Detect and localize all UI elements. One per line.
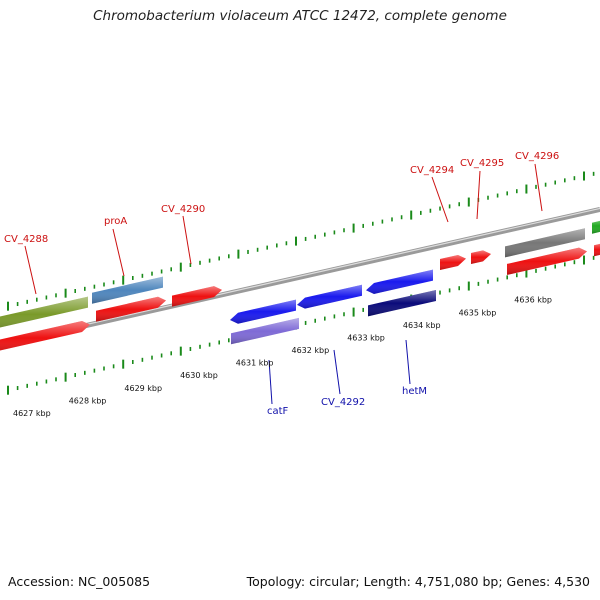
kbp-label: 4635 kbp bbox=[459, 308, 497, 317]
kbp-label: 4631 kbp bbox=[236, 359, 274, 368]
top-label-leader bbox=[534, 163, 543, 212]
map-title: Chromobacterium violaceum ATCC 12472, co… bbox=[93, 8, 507, 24]
top-label-leader bbox=[476, 170, 481, 220]
gene-label-bottom[interactable]: catF bbox=[267, 406, 289, 417]
kbp-label: 4628 kbp bbox=[69, 396, 107, 405]
top-label-leader bbox=[112, 228, 125, 277]
top-label-leader bbox=[24, 245, 37, 295]
accession-text: Accession: NC_005085 bbox=[8, 574, 151, 589]
top-label-leader bbox=[182, 215, 192, 265]
gene-label-top[interactable]: CV_4290 bbox=[161, 204, 205, 215]
gene-label-top[interactable]: proA bbox=[104, 216, 127, 227]
bottom-label-leader bbox=[405, 339, 411, 385]
gene-label-top[interactable]: CV_4296 bbox=[515, 151, 559, 162]
bottom-label-leader bbox=[268, 359, 273, 405]
kbp-label: 4627 kbp bbox=[13, 409, 51, 418]
gene-label-top[interactable]: CV_4295 bbox=[460, 158, 504, 169]
kbp-label: 4633 kbp bbox=[347, 333, 385, 342]
top-label-leader bbox=[431, 176, 449, 223]
kbp-label: 4630 kbp bbox=[180, 371, 218, 380]
genome-backbone bbox=[0, 206, 600, 348]
upper-tick-row bbox=[7, 171, 595, 311]
kbp-label: 4636 kbp bbox=[514, 296, 552, 305]
kbp-label: 4629 kbp bbox=[124, 384, 162, 393]
gene-label-top[interactable]: CV_4288 bbox=[4, 234, 48, 245]
genome-summary-text: Topology: circular; Length: 4,751,080 bp… bbox=[246, 574, 590, 589]
gene-label-top[interactable]: CV_4294 bbox=[410, 165, 454, 176]
kbp-label: 4632 kbp bbox=[292, 346, 330, 355]
gene-label-bottom[interactable]: hetM bbox=[402, 386, 427, 397]
bottom-label-leader bbox=[333, 349, 341, 395]
gene-label-bottom[interactable]: CV_4292 bbox=[321, 397, 365, 408]
kbp-label: 4634 kbp bbox=[403, 321, 441, 330]
